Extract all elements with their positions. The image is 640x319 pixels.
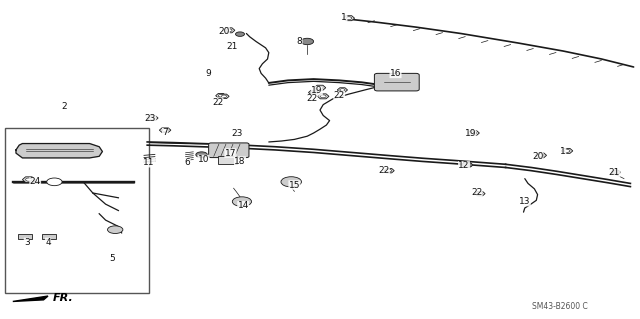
Text: 19: 19 (465, 130, 476, 138)
Text: 9: 9 (205, 69, 211, 78)
Circle shape (236, 32, 244, 36)
FancyBboxPatch shape (209, 143, 249, 158)
Polygon shape (535, 153, 547, 158)
Bar (18, 234, 32, 239)
Circle shape (311, 91, 316, 94)
Text: 23: 23 (145, 114, 156, 122)
Circle shape (232, 197, 252, 206)
Circle shape (108, 226, 123, 234)
FancyBboxPatch shape (374, 73, 419, 91)
Circle shape (564, 149, 570, 152)
Bar (218, 156, 237, 164)
Text: 1: 1 (342, 13, 347, 22)
Bar (5, 128, 149, 293)
Text: 17: 17 (225, 149, 236, 158)
Text: 1: 1 (561, 147, 566, 156)
Text: 23: 23 (231, 130, 243, 138)
Text: 3: 3 (24, 238, 29, 247)
Polygon shape (223, 28, 235, 33)
Circle shape (218, 94, 223, 97)
Text: 8: 8 (297, 37, 302, 46)
Polygon shape (314, 85, 326, 90)
Text: 12: 12 (458, 161, 470, 170)
Text: 11: 11 (143, 158, 155, 167)
Text: 22: 22 (212, 98, 223, 107)
Polygon shape (159, 128, 171, 133)
Polygon shape (468, 130, 479, 136)
Text: FR.: FR. (52, 293, 73, 303)
Text: 7: 7 (163, 128, 168, 137)
Circle shape (281, 177, 301, 187)
Text: 21: 21 (609, 168, 620, 177)
Text: SM43-B2600 C: SM43-B2600 C (532, 302, 588, 311)
Polygon shape (13, 296, 48, 301)
Circle shape (346, 17, 352, 20)
Polygon shape (219, 94, 229, 99)
Polygon shape (16, 144, 102, 158)
Polygon shape (147, 115, 158, 121)
Text: 14: 14 (237, 201, 249, 210)
Circle shape (611, 170, 620, 174)
Text: 22: 22 (306, 94, 317, 103)
Text: 5: 5 (109, 254, 115, 263)
Bar (42, 234, 56, 239)
Circle shape (387, 169, 392, 172)
Circle shape (477, 192, 483, 195)
Polygon shape (384, 168, 394, 173)
Text: 19: 19 (311, 86, 323, 95)
Polygon shape (475, 191, 485, 196)
Text: 13: 13 (519, 197, 531, 206)
Circle shape (340, 89, 345, 91)
Text: 22: 22 (471, 189, 483, 197)
Text: 24: 24 (29, 177, 41, 186)
Circle shape (221, 95, 227, 98)
Circle shape (317, 86, 323, 89)
Circle shape (462, 162, 472, 167)
Circle shape (227, 29, 232, 32)
Text: 4: 4 (45, 238, 51, 247)
Polygon shape (317, 94, 329, 99)
Text: 20: 20 (532, 152, 543, 161)
Circle shape (47, 178, 62, 186)
Text: 21: 21 (227, 42, 238, 51)
Circle shape (321, 95, 326, 98)
Circle shape (150, 117, 155, 119)
Polygon shape (216, 93, 226, 98)
Text: 16: 16 (390, 69, 401, 78)
Circle shape (163, 129, 168, 132)
Text: 2: 2 (61, 102, 67, 111)
Text: 18: 18 (234, 157, 246, 166)
Text: 22: 22 (333, 91, 345, 100)
Circle shape (538, 154, 543, 157)
Text: 22: 22 (378, 166, 390, 175)
Text: 20: 20 (218, 27, 230, 36)
Circle shape (196, 152, 207, 158)
Text: 6: 6 (185, 158, 190, 167)
Polygon shape (343, 16, 355, 21)
Polygon shape (561, 148, 573, 153)
Text: 10: 10 (198, 155, 209, 164)
Circle shape (26, 178, 32, 181)
Circle shape (471, 132, 476, 135)
Circle shape (301, 38, 314, 45)
Polygon shape (22, 177, 35, 182)
Text: 15: 15 (289, 181, 300, 189)
Polygon shape (337, 88, 348, 92)
Polygon shape (308, 90, 319, 95)
